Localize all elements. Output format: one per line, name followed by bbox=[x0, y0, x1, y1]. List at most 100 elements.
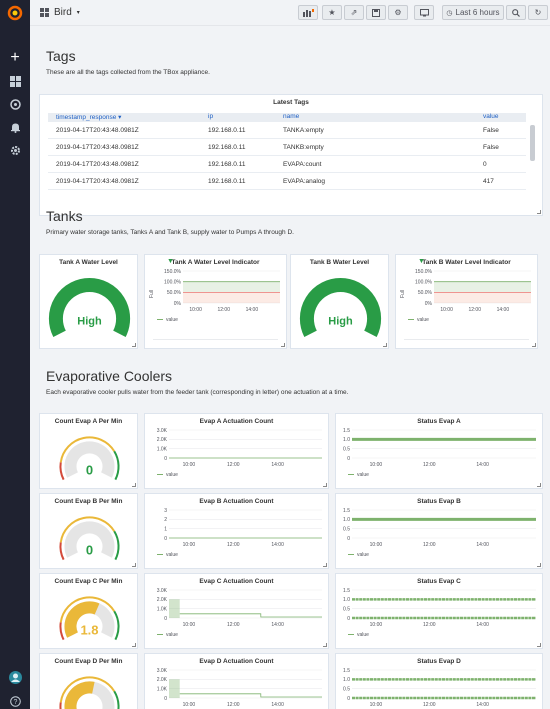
star-button[interactable]: ★ bbox=[322, 5, 342, 20]
refresh-button[interactable]: ↻ bbox=[528, 5, 548, 20]
panel-title[interactable]: Tank B Water Level bbox=[309, 259, 370, 266]
resize-handle[interactable] bbox=[132, 343, 136, 347]
scrollbar[interactable] bbox=[530, 125, 535, 161]
column-header[interactable]: timestamp_response ▾ bbox=[56, 114, 122, 121]
x-tick-label: 10:00 bbox=[440, 307, 453, 313]
panel-title[interactable]: Latest Tags bbox=[273, 99, 309, 106]
bell-icon[interactable] bbox=[7, 119, 23, 135]
resize-handle[interactable] bbox=[323, 563, 327, 567]
latest-tags-panel: Latest Tags timestamp_response ▾ ip name… bbox=[39, 94, 543, 216]
panel-title[interactable]: Status Evap A bbox=[417, 418, 461, 425]
evap-actuation-panel: Evap C Actuation Count 3.0K 2.0K 1.0K 0 10:00… bbox=[144, 573, 329, 649]
panel-title[interactable]: Status Evap B bbox=[417, 498, 461, 505]
panel-title[interactable]: Tank A Water Level Indicator bbox=[171, 259, 260, 266]
column-header[interactable]: name bbox=[283, 113, 300, 120]
avatar[interactable] bbox=[7, 669, 23, 685]
legend-swatch bbox=[348, 553, 354, 556]
y-tick-label: 1.0 bbox=[343, 437, 350, 443]
settings-button[interactable]: ⚙ bbox=[388, 5, 408, 20]
dashboards-icon[interactable] bbox=[7, 73, 23, 89]
resize-handle[interactable] bbox=[132, 483, 136, 487]
resize-handle[interactable] bbox=[537, 643, 541, 647]
dashboard-content: Tags These are all the tags collected fr… bbox=[30, 26, 550, 709]
panel-title[interactable]: Evap A Actuation Count bbox=[199, 418, 274, 425]
gauge: 1.8 bbox=[59, 596, 120, 641]
time-picker-button[interactable]: ◷ Last 6 hours bbox=[442, 5, 504, 20]
info-corner-icon[interactable]: ▼ bbox=[418, 258, 425, 265]
resize-handle[interactable] bbox=[132, 643, 136, 647]
explore-icon[interactable] bbox=[7, 96, 23, 112]
panel-title[interactable]: Count Evap B Per Min bbox=[54, 498, 123, 505]
tv-mode-button[interactable] bbox=[414, 5, 434, 20]
legend-swatch bbox=[157, 473, 163, 476]
resize-handle[interactable] bbox=[537, 210, 541, 214]
gauge-arc bbox=[299, 278, 382, 338]
legend-label: value bbox=[417, 317, 429, 323]
y-tick-label: 2.0K bbox=[157, 437, 168, 443]
legend-item[interactable]: value bbox=[157, 317, 178, 323]
x-tick-label: 14:00 bbox=[246, 307, 259, 313]
x-tick-label: 12:00 bbox=[227, 622, 240, 628]
panel-title[interactable]: Evap B Actuation Count bbox=[199, 498, 274, 505]
plus-icon[interactable]: + bbox=[10, 49, 20, 66]
dashboard-title[interactable]: Bird bbox=[54, 7, 72, 18]
legend-item[interactable]: value bbox=[408, 317, 429, 323]
panel-title[interactable]: Count Evap A Per Min bbox=[54, 418, 123, 425]
time-series-chart: 1.5 1.0 0.5 0 10:00 12:00 14:00 bbox=[343, 508, 536, 548]
resize-handle[interactable] bbox=[323, 643, 327, 647]
help-icon[interactable]: ? bbox=[7, 693, 23, 709]
legend-item[interactable]: value bbox=[157, 552, 178, 558]
resize-handle[interactable] bbox=[281, 343, 285, 347]
legend-label: value bbox=[166, 552, 178, 558]
panel-title[interactable]: Evap C Actuation Count bbox=[199, 578, 274, 585]
info-corner-icon[interactable]: ▼ bbox=[167, 258, 174, 265]
top-navbar: Bird ▾ ★ ⇗ ⚙ ◷ Last 6 hours ↻ bbox=[30, 0, 550, 26]
evap-count-panel: Count Evap C Per Min 1.8 bbox=[39, 573, 138, 649]
resize-handle[interactable] bbox=[383, 343, 387, 347]
legend-item[interactable]: value bbox=[348, 472, 369, 478]
panel-title[interactable]: Tank A Water Level bbox=[59, 259, 118, 266]
column-header[interactable]: ip bbox=[208, 113, 214, 120]
panel-title[interactable]: Tank B Water Level Indicator bbox=[422, 259, 511, 266]
resize-handle[interactable] bbox=[323, 483, 327, 487]
gear-icon: ⚙ bbox=[394, 8, 402, 17]
y-tick-label: 0.5 bbox=[343, 526, 350, 532]
panel-title[interactable]: Status Evap D bbox=[417, 658, 461, 665]
panel-title[interactable]: Status Evap C bbox=[417, 578, 461, 585]
legend-item[interactable]: value bbox=[157, 472, 178, 478]
table-row: 2019-04-17T20:43:48.0981Z 192.168.0.11 EVA… bbox=[48, 156, 526, 173]
row-title-tanks[interactable]: Tanks bbox=[46, 208, 83, 224]
resize-handle[interactable] bbox=[537, 563, 541, 567]
gear-icon[interactable] bbox=[7, 142, 23, 158]
panel-title[interactable]: Evap D Actuation Count bbox=[199, 658, 274, 665]
panel-title[interactable]: Count Evap C Per Min bbox=[54, 578, 123, 585]
column-header[interactable]: value bbox=[483, 113, 499, 120]
table-header: timestamp_response ▾ ip name value bbox=[48, 113, 526, 122]
row-title-evap[interactable]: Evaporative Coolers bbox=[46, 368, 173, 384]
row-title-tags[interactable]: Tags bbox=[46, 48, 76, 64]
table-cell: False bbox=[483, 143, 499, 151]
gauge-arc bbox=[48, 278, 131, 338]
dashboard-grid-icon bbox=[40, 8, 49, 17]
resize-handle[interactable] bbox=[132, 563, 136, 567]
x-tick-label: 14:00 bbox=[476, 702, 489, 708]
save-button[interactable] bbox=[366, 5, 386, 20]
legend-item[interactable]: value bbox=[348, 552, 369, 558]
legend-item[interactable]: value bbox=[157, 632, 178, 638]
grafana-logo-icon[interactable] bbox=[7, 5, 23, 21]
panel-title[interactable]: Count Evap D Per Min bbox=[54, 658, 123, 665]
legend-label: value bbox=[166, 317, 178, 323]
x-tick-label: 14:00 bbox=[497, 307, 510, 313]
y-tick-label: 1.0 bbox=[343, 517, 350, 523]
gauge-value: 0 bbox=[86, 542, 93, 557]
resize-handle[interactable] bbox=[537, 483, 541, 487]
legend-label: value bbox=[357, 552, 369, 558]
share-button[interactable]: ⇗ bbox=[344, 5, 364, 20]
resize-handle[interactable] bbox=[532, 343, 536, 347]
legend-item[interactable]: value bbox=[348, 632, 369, 638]
threshold-band-low bbox=[434, 292, 531, 303]
zoom-out-button[interactable] bbox=[506, 5, 526, 20]
breadcrumb[interactable]: Bird ▾ bbox=[40, 7, 80, 18]
table-cell: TANKB:empty bbox=[283, 143, 324, 151]
add-panel-button[interactable] bbox=[298, 5, 318, 20]
